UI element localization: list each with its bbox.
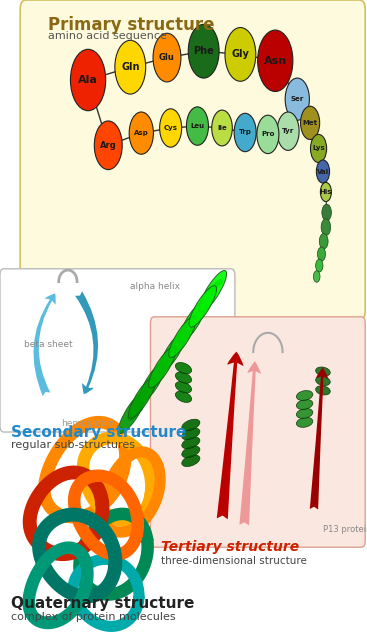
Text: Tertiary structure: Tertiary structure: [161, 540, 299, 554]
Circle shape: [153, 33, 181, 82]
Text: Asn: Asn: [264, 56, 287, 66]
Circle shape: [310, 134, 327, 163]
Circle shape: [301, 106, 320, 140]
Circle shape: [160, 109, 182, 147]
Circle shape: [277, 112, 299, 150]
Circle shape: [257, 115, 279, 154]
Text: beta sheet: beta sheet: [24, 340, 72, 349]
Ellipse shape: [297, 408, 313, 419]
Circle shape: [258, 30, 293, 92]
Ellipse shape: [316, 376, 330, 385]
Circle shape: [316, 160, 330, 183]
Text: Gln: Gln: [121, 62, 139, 72]
Text: Quaternary structure: Quaternary structure: [11, 596, 195, 611]
Circle shape: [234, 113, 256, 152]
Text: Met: Met: [302, 120, 318, 126]
Circle shape: [285, 78, 309, 120]
FancyBboxPatch shape: [0, 269, 235, 432]
Ellipse shape: [189, 285, 217, 327]
Circle shape: [212, 110, 232, 146]
Circle shape: [313, 271, 320, 282]
Ellipse shape: [128, 377, 156, 419]
Text: amino acid sequence: amino acid sequence: [48, 31, 167, 41]
Circle shape: [70, 49, 106, 111]
Ellipse shape: [179, 301, 206, 342]
Ellipse shape: [119, 392, 146, 433]
Circle shape: [322, 204, 331, 221]
Text: Trp: Trp: [239, 129, 252, 136]
Circle shape: [129, 112, 153, 154]
Text: three-dimensional structure: three-dimensional structure: [161, 556, 307, 566]
Text: Leu: Leu: [190, 123, 204, 129]
Ellipse shape: [297, 399, 313, 410]
Ellipse shape: [175, 362, 192, 374]
Text: Val: Val: [317, 168, 329, 175]
Ellipse shape: [316, 367, 330, 376]
Circle shape: [320, 182, 331, 202]
Circle shape: [186, 107, 208, 145]
Ellipse shape: [169, 316, 196, 358]
Text: Ala: Ala: [78, 75, 98, 85]
Text: Ser: Ser: [291, 96, 304, 102]
Text: Asp: Asp: [134, 130, 149, 136]
Text: P13 protein: P13 protein: [323, 525, 367, 534]
Ellipse shape: [182, 428, 200, 440]
FancyBboxPatch shape: [20, 0, 365, 320]
Ellipse shape: [149, 346, 176, 388]
Text: Lys: Lys: [312, 145, 325, 152]
Circle shape: [94, 121, 122, 170]
Text: hemoglobin: hemoglobin: [61, 419, 115, 428]
Ellipse shape: [199, 271, 226, 312]
Ellipse shape: [175, 372, 192, 383]
Text: Arg: Arg: [100, 141, 117, 150]
Ellipse shape: [182, 419, 200, 431]
Text: Tyr: Tyr: [282, 128, 294, 134]
Text: Primary structure: Primary structure: [48, 16, 214, 34]
Ellipse shape: [182, 437, 200, 449]
Text: Pro: Pro: [261, 131, 275, 138]
Ellipse shape: [159, 332, 186, 372]
Ellipse shape: [175, 391, 192, 403]
Ellipse shape: [175, 381, 192, 393]
Text: Gly: Gly: [232, 49, 249, 60]
Circle shape: [319, 234, 328, 249]
Ellipse shape: [297, 390, 313, 401]
Circle shape: [115, 40, 146, 94]
Text: His: His: [320, 189, 332, 195]
Text: complex of protein molecules: complex of protein molecules: [11, 612, 176, 622]
Text: Glu: Glu: [159, 53, 175, 62]
Text: regular sub-structures: regular sub-structures: [11, 440, 135, 451]
Text: alpha helix: alpha helix: [130, 282, 180, 291]
Circle shape: [316, 259, 323, 272]
Circle shape: [317, 247, 326, 261]
Ellipse shape: [139, 362, 166, 403]
Circle shape: [225, 28, 256, 81]
Ellipse shape: [182, 446, 200, 458]
Text: Ile: Ile: [217, 125, 227, 131]
Ellipse shape: [182, 455, 200, 467]
FancyBboxPatch shape: [150, 317, 365, 547]
Circle shape: [321, 219, 331, 236]
Text: Secondary structure: Secondary structure: [11, 425, 186, 440]
Text: Phe: Phe: [193, 46, 214, 56]
Text: Cys: Cys: [164, 125, 178, 131]
Ellipse shape: [297, 417, 313, 428]
Circle shape: [188, 24, 219, 78]
Ellipse shape: [316, 386, 330, 395]
